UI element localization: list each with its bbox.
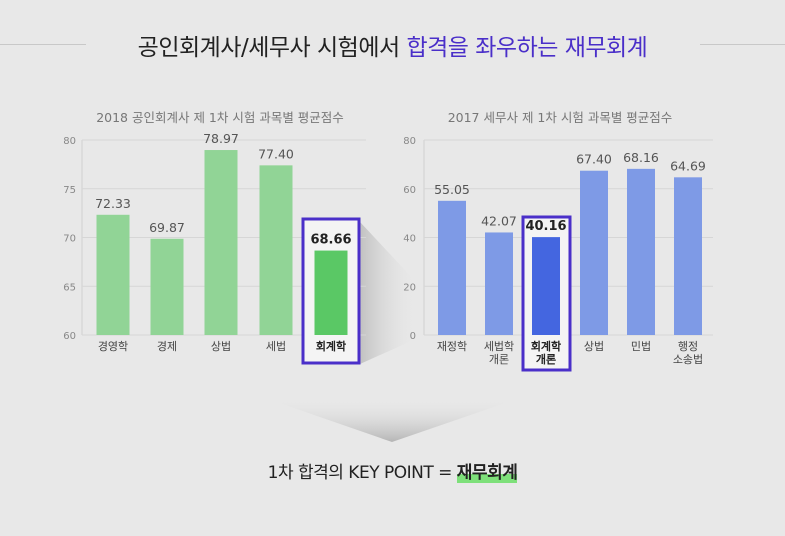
funnel-shape (265, 398, 520, 442)
footer-keyword: 재무회계 (456, 463, 518, 483)
x-tick-label: 세법학 (484, 340, 514, 353)
headline-part1: 공인회계사/세무사 시험에서 (137, 35, 407, 61)
bar (532, 237, 560, 335)
y-tick-label: 60 (403, 185, 416, 196)
y-tick-label: 70 (63, 234, 76, 245)
y-tick-label: 75 (63, 185, 76, 196)
headline-accent: 합격을 좌우하는 재무회계 (406, 35, 648, 61)
data-label: 67.40 (576, 152, 612, 167)
x-tick-label: 재정학 (437, 340, 467, 353)
headline-rule-right (700, 44, 785, 45)
x-tick-label: 개론 (536, 352, 556, 366)
data-label: 55.05 (434, 182, 470, 197)
x-tick-label: 경제 (157, 340, 177, 353)
bar (204, 150, 238, 335)
headline: 공인회계사/세무사 시험에서 합격을 좌우하는 재무회계 (0, 28, 785, 62)
x-tick-label: 경영학 (98, 340, 128, 353)
data-label: 78.97 (203, 131, 239, 146)
bar (627, 168, 655, 335)
y-tick-label: 0 (410, 331, 416, 342)
bar (485, 232, 513, 335)
data-label: 68.16 (623, 150, 659, 165)
data-label: 68.66 (310, 233, 351, 248)
data-label: 42.07 (481, 213, 517, 228)
y-tick-label: 20 (403, 282, 416, 293)
y-tick-label: 40 (403, 234, 416, 245)
bar (96, 214, 130, 335)
y-tick-label: 80 (63, 136, 76, 147)
x-tick-label: 민법 (631, 340, 651, 353)
data-label: 72.33 (95, 196, 131, 211)
chart-title: 2017 세무사 제 1차 시험 과목별 평균점수 (448, 110, 673, 125)
x-tick-label: 회계학 (531, 339, 561, 353)
x-tick-label: 행정 (678, 340, 698, 353)
y-tick-label: 80 (403, 136, 416, 147)
headline-rule-left (0, 44, 86, 45)
bar (438, 200, 466, 335)
x-tick-label: 상법 (211, 340, 231, 353)
x-tick-label: 개론 (489, 353, 509, 366)
y-tick-label: 65 (63, 282, 76, 293)
x-tick-label: 상법 (584, 340, 604, 353)
bar (150, 238, 184, 335)
zoom-cone (360, 222, 418, 364)
footer-prefix: 1차 합격의 KEY POINT = (267, 463, 457, 483)
bar (314, 250, 348, 335)
data-label: 40.16 (525, 219, 566, 234)
bar (674, 177, 702, 335)
footer-key-point: 1차 합격의 KEY POINT = 재무회계 (0, 458, 785, 483)
data-label: 69.87 (149, 220, 185, 235)
bar (580, 170, 608, 335)
bar (259, 165, 293, 335)
data-label: 77.40 (258, 146, 294, 161)
data-label: 64.69 (670, 158, 706, 173)
chart-title: 2018 공인회계사 제 1차 시험 과목별 평균점수 (96, 110, 344, 125)
x-tick-label: 회계학 (316, 339, 346, 353)
y-tick-label: 60 (63, 331, 76, 342)
x-tick-label: 세법 (266, 340, 286, 353)
x-tick-label: 소송법 (673, 353, 703, 366)
